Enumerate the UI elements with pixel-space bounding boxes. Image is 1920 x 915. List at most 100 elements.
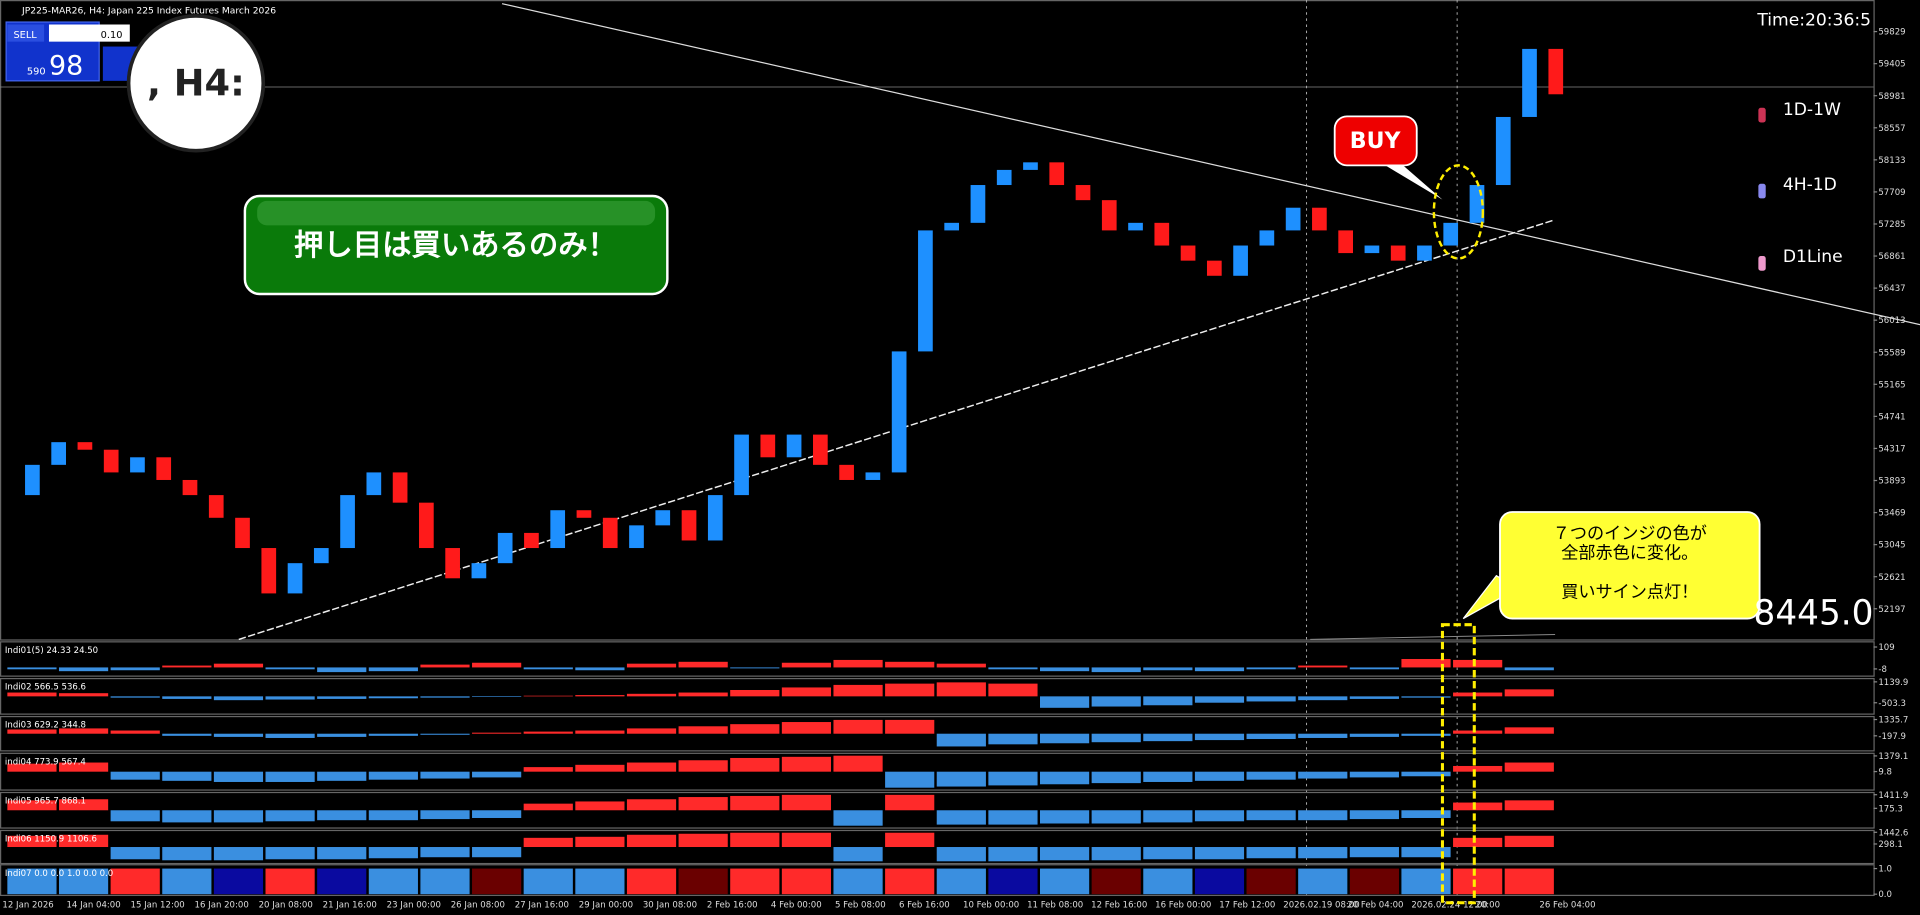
indicator-bar <box>1040 868 1090 895</box>
indicator-bar <box>833 810 883 826</box>
indicator-bar <box>1453 802 1503 811</box>
indicator-bar <box>1401 771 1451 777</box>
indicator-bar <box>1401 847 1451 858</box>
indicator-bar <box>472 732 522 734</box>
indicator-bar <box>833 847 883 862</box>
candle <box>891 351 907 473</box>
indicator-bar <box>936 682 986 697</box>
legend-entry: D1Line <box>1783 247 1843 267</box>
slogan: 押し目は買いあるのみ！ <box>294 228 617 262</box>
indicator-bar <box>1091 667 1141 673</box>
lot-input[interactable] <box>48 24 130 42</box>
y-tick-label: 58981 <box>1878 92 1905 102</box>
candle <box>1154 222 1170 246</box>
x-tick-label: 12 Jan 2026 <box>2 901 53 911</box>
indicator-bar <box>265 847 315 860</box>
indicator-bar <box>1349 733 1399 737</box>
panel-frame <box>0 715 1875 752</box>
indicator-bar <box>58 868 109 895</box>
signal-ellipse <box>1432 164 1485 260</box>
indicator-bar <box>1298 696 1348 701</box>
indicator-bar <box>1246 771 1296 780</box>
candle <box>313 548 329 564</box>
y-tick-label: -197.9 <box>1878 732 1906 742</box>
y-tick-label: 56437 <box>1878 284 1905 294</box>
candle <box>445 548 460 579</box>
indicator-bar <box>885 832 935 848</box>
x-tick-label: 26 Jan 08:00 <box>451 901 505 911</box>
indicator-bar <box>110 696 160 698</box>
indicator-bar <box>575 764 625 772</box>
candle <box>261 548 277 594</box>
y-tick-label: 59829 <box>1878 28 1905 38</box>
indicator-bar <box>1246 696 1296 702</box>
indicator-bar <box>626 762 677 772</box>
indicator-bar <box>1298 847 1348 859</box>
legend-icon <box>1758 183 1766 199</box>
panel-frame <box>0 677 1875 715</box>
indicator-bar <box>1349 667 1399 670</box>
indicator-bar <box>317 868 367 895</box>
indicator-bar <box>1143 733 1193 742</box>
indicator-bar <box>1298 810 1348 821</box>
indicator-bar <box>1091 771 1141 784</box>
indicator-bar <box>265 810 315 822</box>
indicator-bar <box>781 687 832 697</box>
sell-button[interactable] <box>7 24 45 42</box>
indicator-bar <box>678 833 728 848</box>
indicator-bar <box>575 730 625 734</box>
indicator-bar <box>1194 771 1245 781</box>
indicator-bar <box>317 733 367 737</box>
indicator-bar <box>368 868 418 895</box>
candle <box>130 457 145 473</box>
indicator-bar <box>1194 847 1245 860</box>
callout-line: 買いサイン点灯！ <box>1561 583 1698 603</box>
y-tick-label: 1442.6 <box>1878 828 1908 838</box>
indicator-bar <box>162 696 212 699</box>
legend-entry: 4H-1D <box>1783 175 1837 195</box>
x-tick-label: 2026.02.24 12:00 <box>1411 901 1487 911</box>
indicator-bar <box>368 667 418 672</box>
x-tick-label: 27 Jan 16:00 <box>515 901 569 911</box>
panel-frame <box>0 791 1875 829</box>
panel-frame <box>0 829 1875 865</box>
indicator-bar <box>1349 696 1399 699</box>
y-tick-label: 109 <box>1878 643 1894 653</box>
candle <box>25 464 40 496</box>
indicator-bar <box>265 868 315 895</box>
indicator-bar <box>1298 771 1348 779</box>
indicator-bar <box>730 832 780 848</box>
indicator-bar <box>988 733 1038 745</box>
indicator-bar <box>7 835 57 848</box>
indicator-bar <box>1040 847 1090 861</box>
candle <box>1233 245 1248 276</box>
indicator-bar <box>575 868 625 895</box>
indicator-bar <box>1453 837 1503 848</box>
candle <box>392 472 408 503</box>
indicator-bar <box>1143 847 1193 860</box>
indicator-bar <box>1401 658 1451 668</box>
slogan-highlight <box>257 200 656 226</box>
legend-entry: 1D-1W <box>1783 100 1841 120</box>
y-tick-label: 53045 <box>1878 541 1905 551</box>
candle <box>524 532 539 549</box>
indicator-bar <box>472 696 522 697</box>
indicator-bar <box>575 836 625 848</box>
indicator-bar <box>833 719 883 734</box>
indicator-bar <box>575 667 625 671</box>
x-tick-label: 17 Feb 12:00 <box>1219 901 1275 911</box>
legend-icon <box>1758 107 1766 123</box>
indicator-bar <box>1246 868 1296 895</box>
candle <box>655 510 671 526</box>
indicator-bar <box>730 724 780 734</box>
indicator-bar <box>781 756 832 772</box>
indicator-panels: 109 -8 Indi01(5) 24.33 24.50 1139.9 -503.3 In… <box>0 641 1908 900</box>
y-tick-label: 1335.7 <box>1878 716 1908 726</box>
indicator-bar <box>420 810 470 820</box>
indicator-bar <box>988 771 1038 786</box>
candle <box>1128 222 1143 231</box>
candle <box>839 464 854 480</box>
symbol-title: JP225-MAR26, H4: Japan 225 Index Futures… <box>21 5 276 16</box>
legend-icon <box>1758 256 1766 271</box>
